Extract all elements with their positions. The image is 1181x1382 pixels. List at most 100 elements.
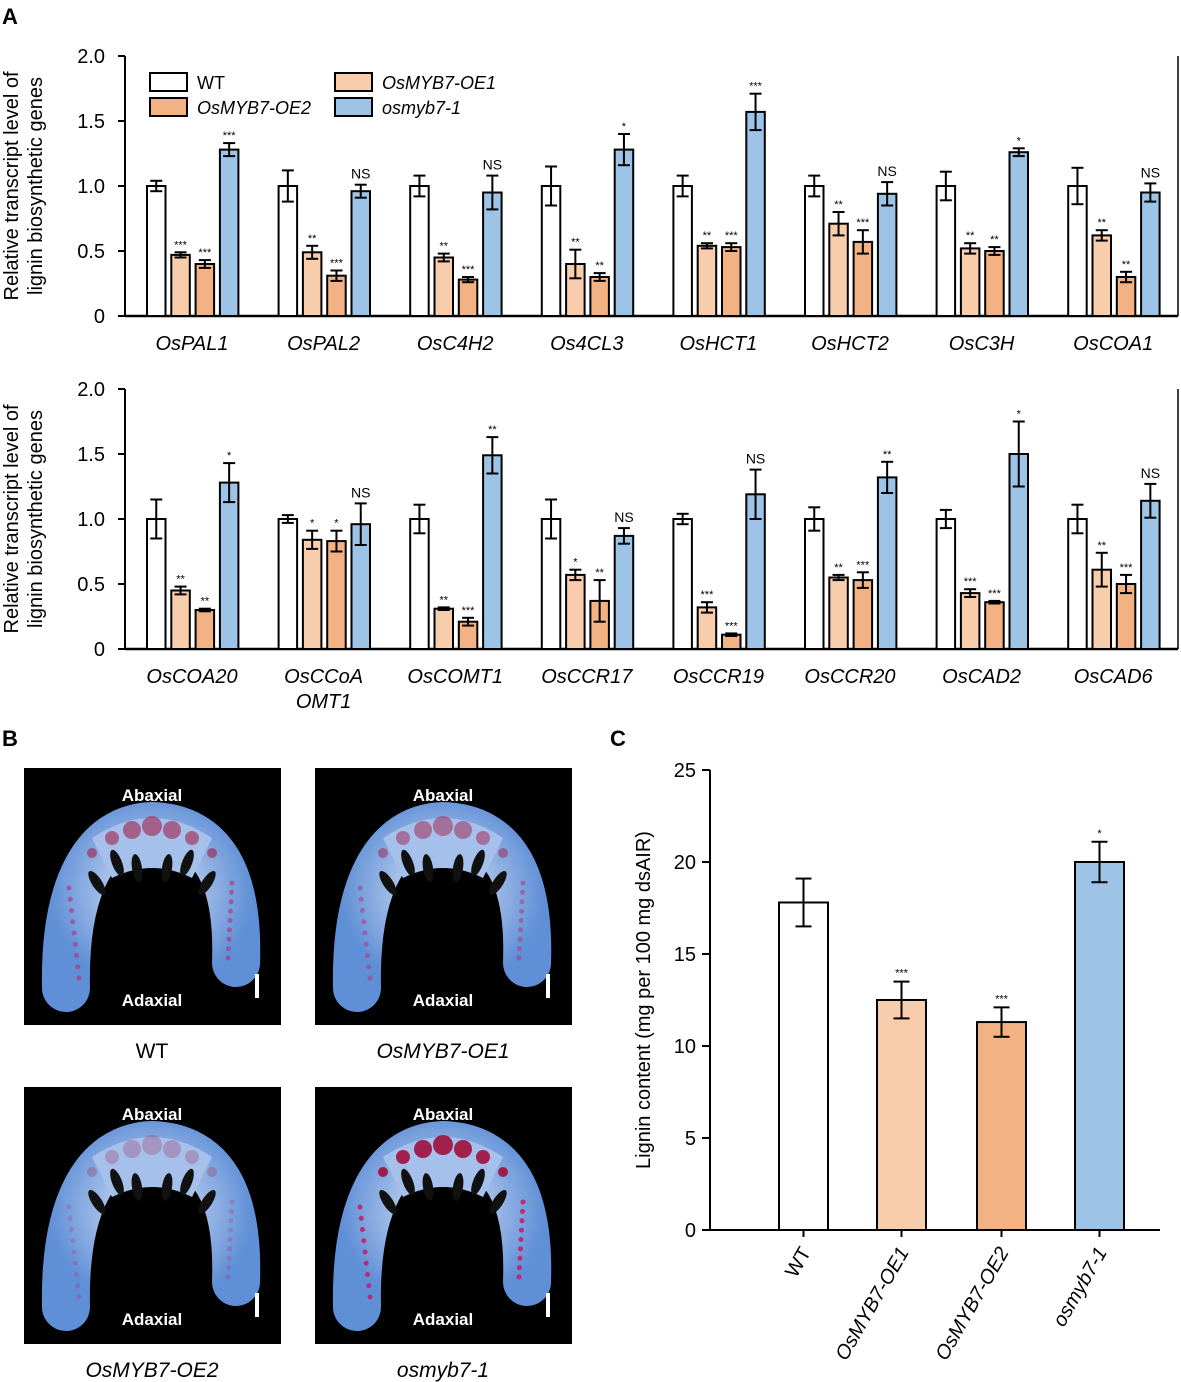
significance-label: ** [990, 234, 999, 246]
y-axis-label: lignin biosynthetic genes [25, 77, 47, 295]
y-tick-label: 1.5 [77, 111, 105, 133]
bar-group: ** ***OsC3H [935, 135, 1029, 355]
lignified-bundle [365, 953, 370, 958]
y-tick-label: 15 [674, 944, 696, 966]
lignified-bundle [70, 1238, 76, 1244]
bar-OE1 [433, 607, 454, 651]
significance-label: NS [746, 451, 765, 467]
y-tick-label: 1.0 [77, 176, 105, 198]
adaxial-label: Adaxial [413, 991, 473, 1010]
lignified-bundle [66, 885, 72, 891]
bar-WT [409, 185, 430, 317]
bar-mutant [1140, 499, 1161, 650]
lignified-bundle [414, 1140, 432, 1158]
bar-mutant [745, 110, 766, 318]
significance-label: *** [701, 589, 715, 601]
significance-label: ** [439, 594, 448, 606]
panel-label-a: A [2, 4, 18, 29]
air-space [452, 1173, 464, 1201]
y-tick-label: 25 [674, 760, 696, 782]
bar-OE1 [696, 244, 718, 317]
x-tick-label: OsMYB7-OE1 [831, 1244, 913, 1365]
lignified-bundle [87, 848, 97, 858]
micrograph: Abaxial Adaxial OsMYB7-OE2 [24, 1087, 281, 1382]
lignified-bundle [228, 908, 233, 914]
bar-OE1 [170, 589, 191, 650]
legend-item: OsMYB7-OE2 [149, 97, 311, 118]
lignified-bundle [363, 941, 369, 947]
lignified-bundle [362, 1249, 368, 1255]
bar-group: *** *** *** OsPAL1 [146, 130, 240, 355]
significance-label: *** [749, 81, 763, 93]
micrograph-caption: osmyb7-1 [397, 1359, 489, 1382]
lignified-bundle [498, 1167, 508, 1177]
lignified-bundle [227, 1237, 233, 1242]
air-space [131, 854, 143, 882]
lignified-bundle [519, 899, 525, 905]
significance-label: * [334, 518, 339, 530]
bar-group: ** *****OsCCR20 [804, 449, 898, 688]
x-tick-label: OsMYB7-OE2 [931, 1244, 1013, 1365]
bar-group: ** ******OsHCT1 [672, 81, 766, 355]
lignified-bundle [365, 1272, 370, 1277]
air-space [131, 1173, 143, 1201]
lignified-bundle [123, 1140, 141, 1158]
lignified-bundle [517, 1255, 523, 1261]
bar-group: *****OsCOA20 [146, 450, 240, 688]
y-tick-label: 1.5 [77, 444, 105, 466]
lignified-bundle [69, 1227, 74, 1232]
legend-item: osmyb7-1 [334, 97, 461, 118]
significance-label: ** [595, 567, 604, 579]
bar-OE2 [457, 278, 479, 318]
bar-group: ** ** NS OsCOA1 [1067, 164, 1161, 355]
lignified-bundle [360, 1227, 365, 1232]
air-space [198, 1189, 216, 1215]
lignified-bundle [69, 908, 74, 913]
gene-label: OsCOA1 [1073, 333, 1153, 355]
bar-mutant [876, 192, 898, 317]
bar-OE2 [589, 276, 610, 317]
significance-label: *** [1120, 562, 1134, 574]
y-axis-label: Relative transcript level of [1, 404, 23, 633]
y-tick-label: 0.5 [77, 574, 105, 596]
lignified-bundle [378, 1167, 388, 1177]
panel-b-images: Abaxial Adaxial WT Abaxial Adaxial OsMYB7-OE1… [24, 768, 572, 1382]
gene-label: OsCOMT1 [407, 666, 503, 688]
abaxial-label: Abaxial [122, 1105, 182, 1124]
air-space [180, 1168, 194, 1196]
gene-label: OsCOA20 [146, 666, 237, 688]
bar-mutant [876, 476, 898, 650]
micrograph: Abaxial Adaxial OsMYB7-OE1 [315, 768, 572, 1063]
lignified-bundle [76, 975, 82, 981]
bar-OE1 [959, 247, 981, 317]
significance-label: ** [488, 424, 497, 436]
lignified-bundle [163, 1140, 181, 1158]
gene-label: OsCCR17 [541, 666, 633, 688]
bar-WT [1067, 518, 1088, 650]
lignified-bundle [358, 1215, 364, 1221]
bar-WT [935, 185, 957, 317]
air-space [489, 1189, 507, 1215]
significance-label: *** [856, 559, 870, 571]
bar-mutant [482, 191, 503, 317]
abaxial-label: Abaxial [122, 786, 182, 805]
air-space [422, 1173, 434, 1201]
adaxial-label: Adaxial [122, 1310, 182, 1329]
gene-label: OsHCT1 [680, 333, 758, 355]
bar-OE1 [876, 999, 927, 1231]
lignified-bundle [207, 848, 217, 858]
lignified-bundle [70, 919, 76, 925]
lignified-bundle [226, 1265, 231, 1271]
air-space [379, 870, 397, 896]
lignified-bundle [228, 1218, 234, 1224]
lignified-bundle [123, 821, 141, 839]
gene-label: OsC3H [949, 333, 1015, 355]
significance-label: ** [176, 574, 185, 586]
air-space [489, 870, 507, 896]
lignified-bundle [105, 1150, 119, 1164]
chart-c: 0 5 10 15 20 25 Lignin content (mg per 100 mg … [633, 760, 1160, 1364]
bar-WT [277, 185, 299, 317]
air-space [471, 1168, 485, 1196]
legend-item: WT [149, 72, 225, 93]
